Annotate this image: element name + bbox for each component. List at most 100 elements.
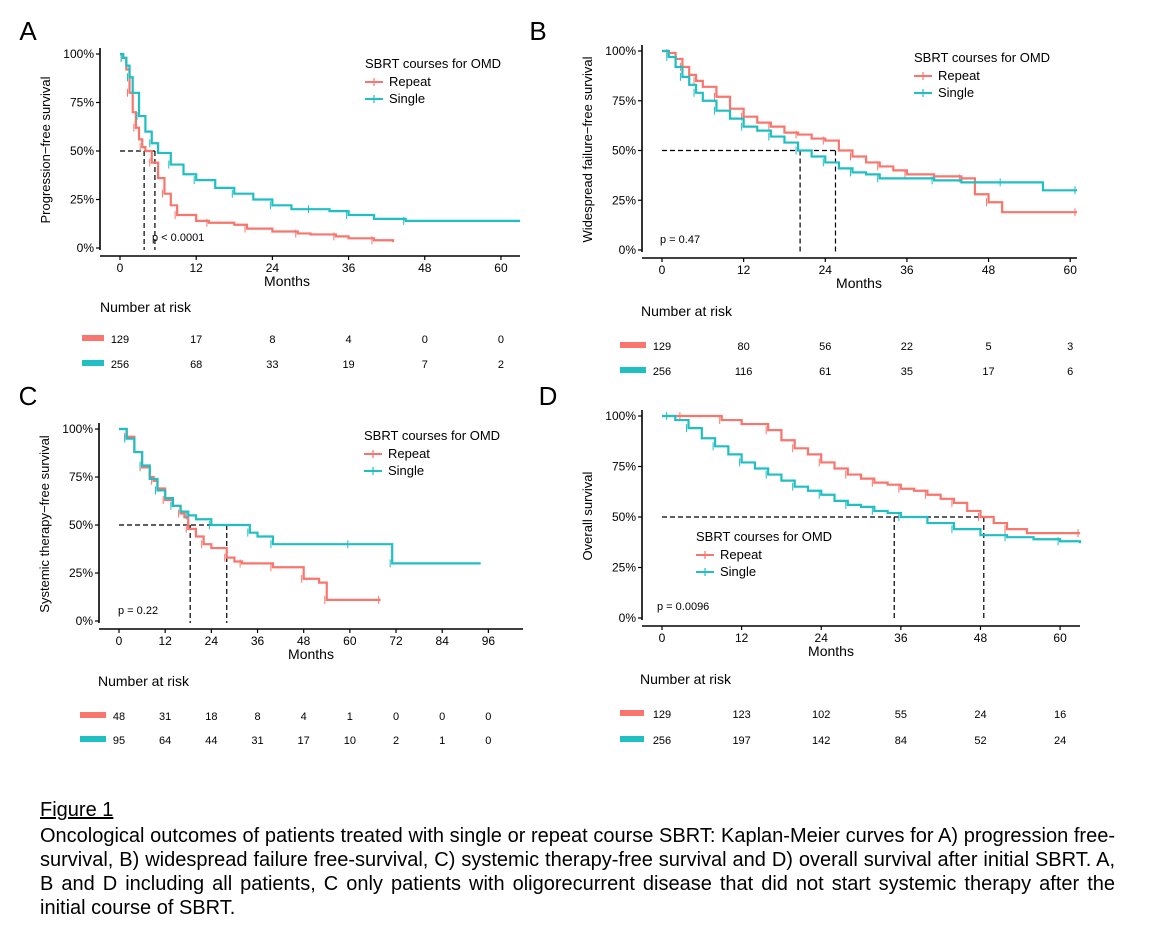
legend: SBRT courses for OMD Repeat Single: [696, 529, 832, 579]
x-tick-label: 72: [389, 634, 403, 648]
x-tick-label: 36: [900, 263, 914, 277]
y-tick-label: 75%: [612, 460, 636, 474]
risk-value: 123: [732, 709, 750, 721]
y-tick-label: 0%: [76, 614, 94, 628]
risk-value: 129: [653, 709, 671, 721]
y-tick-label: 100%: [605, 44, 636, 58]
y-tick-label: 100%: [62, 422, 93, 436]
x-tick-label: 48: [982, 263, 996, 277]
risk-value: 256: [111, 359, 129, 371]
risk-value: 44: [205, 735, 217, 747]
panel-label: A: [19, 16, 37, 46]
figure-1: A0%25%50%75%100%0 12 24 36 48 60MonthsProgres…: [19, 16, 1082, 747]
risk-value: 129: [111, 334, 129, 346]
x-tick-label: 0: [116, 634, 123, 648]
risk-value: 48: [113, 711, 125, 723]
caption-title: Figure 1: [40, 799, 114, 821]
y-tick-label: 50%: [69, 518, 93, 532]
y-tick-label: 25%: [612, 193, 636, 207]
risk-value: 19: [342, 359, 354, 371]
p-value: p < 0.0001: [152, 232, 204, 244]
risk-value: 116: [735, 366, 753, 378]
risk-value: 18: [205, 711, 217, 723]
risk-value: 129: [653, 341, 671, 353]
x-tick-label: 36: [342, 261, 356, 275]
figure-caption: Figure 1 Oncological outcomes of patient…: [40, 798, 1115, 920]
legend-label-single: Single: [720, 564, 756, 579]
risk-value: 1: [347, 711, 353, 723]
legend-title: SBRT courses for OMD: [365, 56, 501, 71]
x-tick-label: 84: [436, 634, 450, 648]
panel-label: B: [529, 16, 546, 46]
y-axis-title: Widespread failure−free survival: [580, 56, 595, 242]
risk-value: 80: [738, 341, 750, 353]
risk-value: 6: [1067, 366, 1073, 378]
risk-value: 4: [301, 711, 307, 723]
y-axis-title: Overall survival: [580, 471, 595, 560]
risk-value: 84: [895, 735, 907, 747]
risk-value: 0: [485, 711, 491, 723]
panel-b: B0%25%50%75%100%0 12 24 36 48 60MonthsWidespr…: [529, 16, 1077, 378]
x-tick-label: 0: [659, 263, 666, 277]
risk-value: 5: [985, 341, 991, 353]
y-tick-label: 25%: [69, 566, 93, 580]
x-tick-label: 12: [158, 634, 172, 648]
y-tick-label: 25%: [70, 193, 94, 207]
risk-value: 0: [393, 711, 399, 723]
y-tick-label: 100%: [63, 47, 94, 61]
risk-value: 8: [254, 711, 260, 723]
x-tick-label: 24: [266, 261, 280, 275]
y-tick-label: 0%: [619, 611, 637, 625]
risk-table-title: Number at risk: [100, 299, 192, 315]
risk-value: 17: [190, 334, 202, 346]
y-tick-label: 0%: [77, 241, 95, 255]
x-tick-label: 24: [205, 634, 219, 648]
curve-repeat: [120, 52, 395, 243]
risk-value: 0: [485, 735, 491, 747]
risk-value: 61: [819, 366, 831, 378]
risk-value: 17: [982, 366, 994, 378]
panel-a: A0%25%50%75%100%0 12 24 36 48 60MonthsProgres…: [19, 16, 520, 371]
risk-value: 2: [498, 359, 504, 371]
legend: SBRT courses for OMD Repeat Single: [365, 56, 501, 106]
x-tick-label: 36: [894, 631, 908, 645]
y-tick-label: 0%: [619, 243, 637, 257]
legend-label-single: Single: [938, 85, 974, 100]
y-tick-label: 75%: [612, 94, 636, 108]
x-tick-label: 60: [494, 261, 508, 275]
risk-table: Number at risk 129 17 8 4 0 0 256 68 33 19 7 2: [82, 299, 504, 371]
risk-table: Number at risk 129 123 102 55 24 16 256 197 142 84…: [620, 671, 1066, 747]
curve-repeat: [662, 49, 1077, 214]
risk-value: 197: [732, 735, 750, 747]
risk-value: 56: [819, 341, 831, 353]
risk-value: 256: [653, 735, 671, 747]
legend-label-repeat: Repeat: [938, 68, 980, 83]
x-tick-label: 24: [815, 631, 829, 645]
p-value: p = 0.22: [118, 605, 158, 617]
panel-c: C0%25%50%75%100%0 12 24 36 48 60 72 84 96MonthsS…: [19, 381, 523, 747]
x-tick-label: 96: [482, 634, 496, 648]
panel-label: C: [19, 381, 38, 411]
y-axis-title: Systemic therapy−free survival: [37, 435, 52, 612]
legend-label-repeat: Repeat: [388, 446, 430, 461]
risk-value: 1: [439, 735, 445, 747]
risk-value: 102: [812, 709, 830, 721]
risk-value: 31: [159, 711, 171, 723]
y-tick-label: 75%: [70, 96, 94, 110]
y-tick-label: 50%: [612, 144, 636, 158]
curve-single: [662, 49, 1077, 192]
x-tick-label: 48: [974, 631, 988, 645]
risk-value: 17: [298, 735, 310, 747]
legend-label-repeat: Repeat: [389, 74, 431, 89]
curve-single: [662, 414, 1082, 544]
x-tick-label: 60: [1064, 263, 1078, 277]
risk-value: 10: [344, 735, 356, 747]
risk-value: 256: [653, 366, 671, 378]
x-tick-label: 60: [1053, 631, 1067, 645]
legend: SBRT courses for OMD Repeat Single: [914, 50, 1050, 100]
risk-value: 142: [812, 735, 830, 747]
curve-single: [120, 52, 520, 222]
curve-repeat: [662, 414, 1080, 535]
risk-value: 3: [1067, 341, 1073, 353]
